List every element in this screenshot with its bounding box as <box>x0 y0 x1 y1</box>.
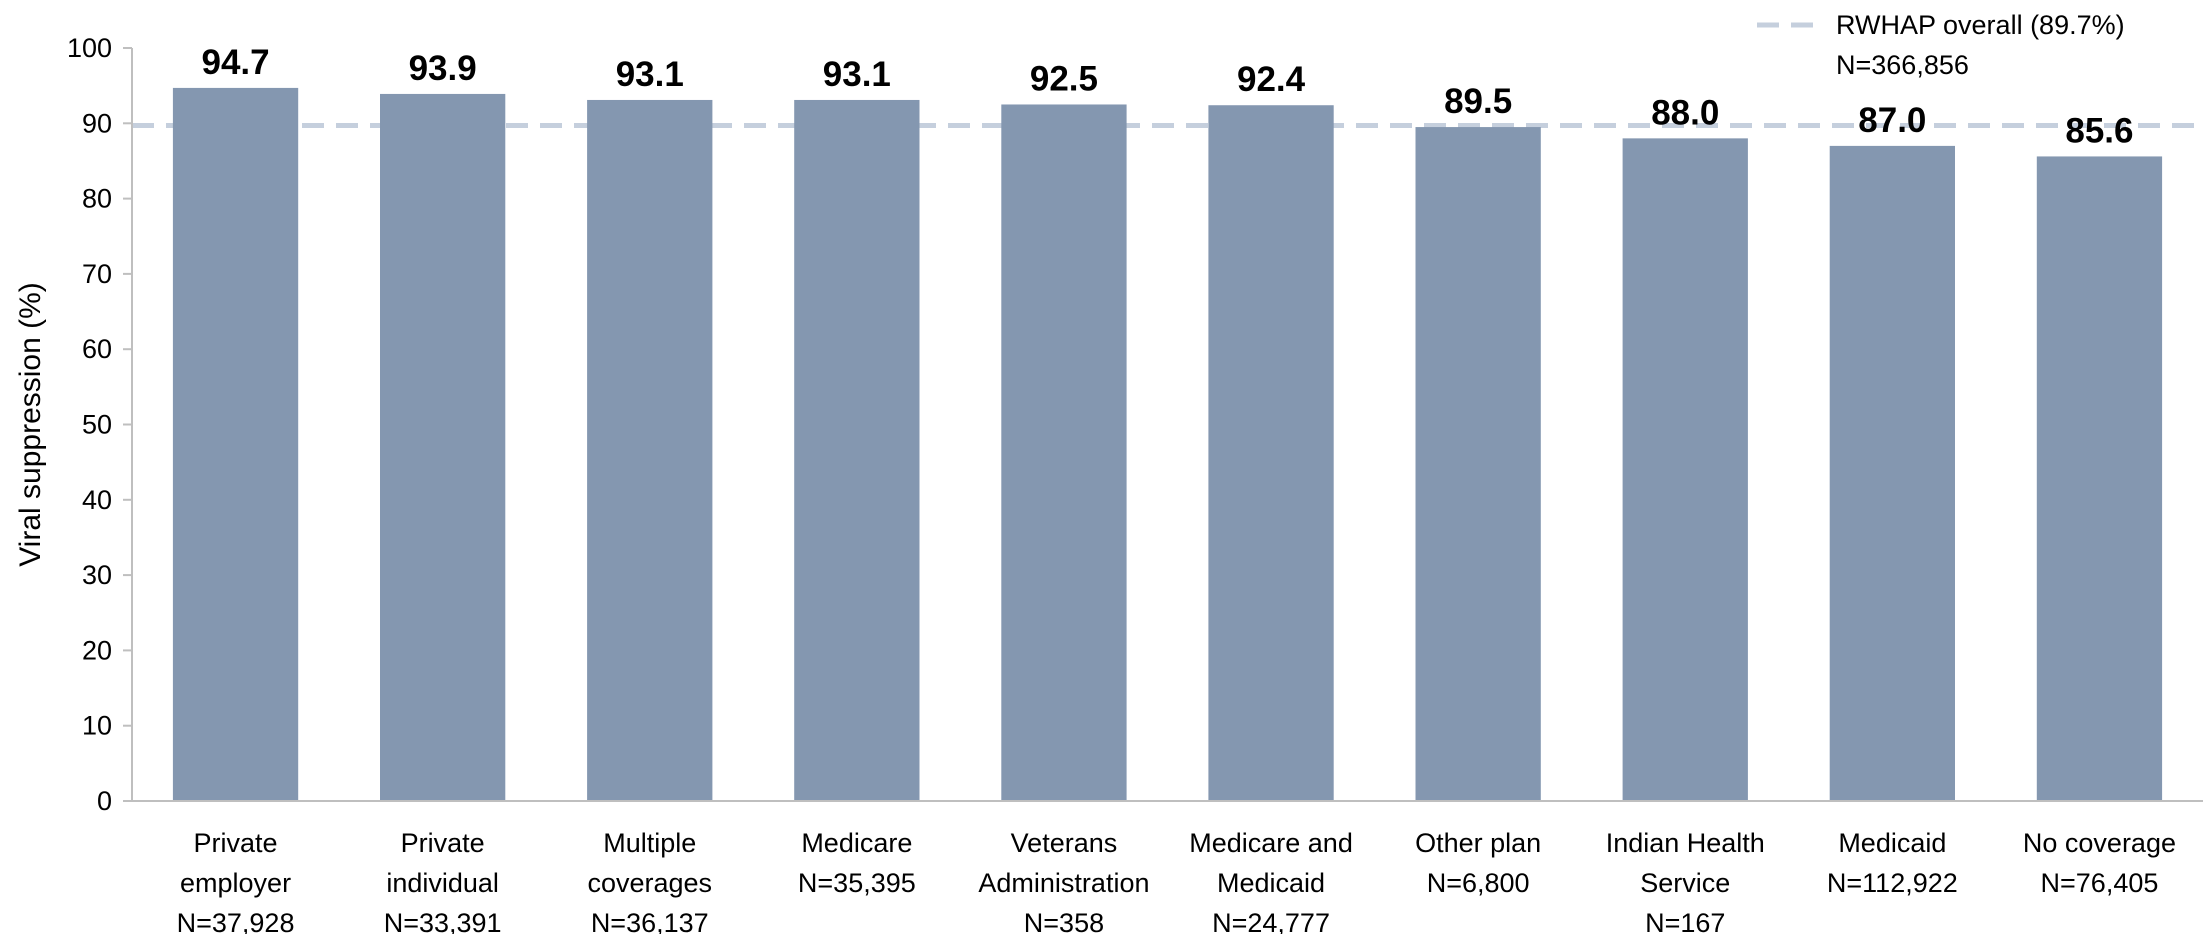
bar <box>794 99 920 801</box>
bar <box>1001 104 1127 802</box>
x-category-label-line: Private <box>194 828 278 858</box>
x-category-label: Private individual N=33,391 <box>384 828 502 934</box>
x-category-label-line: N=24,777 <box>1212 908 1330 934</box>
x-category-label: Medicare and Medicaid N=24,777 <box>1189 828 1353 934</box>
y-tick-label: 10 <box>82 711 112 741</box>
x-category-label-line: N=35,395 <box>798 868 916 898</box>
x-category-label-line: N=6,800 <box>1427 868 1530 898</box>
bar <box>172 87 299 801</box>
y-tick-label: 50 <box>82 410 112 440</box>
bar <box>1622 138 1748 802</box>
bar-value-label: 89.5 <box>1444 82 1512 121</box>
x-category-label-line: N=36,137 <box>591 908 709 934</box>
x-category-label-line: Private <box>401 828 485 858</box>
x-category-label-line: Medicare and <box>1189 828 1353 858</box>
x-category-label-line: No coverage <box>2023 828 2176 858</box>
x-category-label-line: Indian Health <box>1606 828 1765 858</box>
legend: RWHAP overall (89.7%) N=366,856 <box>1757 10 2125 80</box>
x-category-label-line: N=112,922 <box>1827 868 1958 898</box>
x-category-label-line: N=76,405 <box>2041 868 2159 898</box>
x-category-label-line: N=33,391 <box>384 908 502 934</box>
x-category-label: Veterans Administration N=358 <box>978 828 1149 934</box>
y-tick-label: 20 <box>82 635 112 665</box>
x-category-label: Other plan N=6,800 <box>1415 828 1541 898</box>
x-category-label-line: Medicaid <box>1217 868 1325 898</box>
bar-value-label: 94.7 <box>201 43 269 82</box>
y-tick-label: 60 <box>82 334 112 364</box>
x-category-label-line: individual <box>386 868 499 898</box>
x-category-label: Medicaid N=112,922 <box>1827 828 1958 898</box>
bar-value-label: 92.4 <box>1237 60 1306 99</box>
x-category-label-line: Other plan <box>1415 828 1541 858</box>
bar-value-label: 85.6 <box>2065 111 2133 150</box>
bar <box>1829 145 1955 801</box>
x-category-label: Indian Health Service N=167 <box>1606 828 1765 934</box>
bar-value-label: 92.5 <box>1030 59 1098 98</box>
legend-label: RWHAP overall (89.7%) N=366,856 <box>1836 10 2125 80</box>
x-category-labels: Private employer N=37,928 Private individual… <box>177 828 2176 934</box>
x-category-label-line: N=167 <box>1645 908 1725 934</box>
y-ticks-layer: 0 10 20 30 40 50 60 70 80 90 100 <box>67 33 132 816</box>
legend-label-line: RWHAP overall (89.7%) <box>1836 10 2125 40</box>
y-tick-label: 30 <box>82 560 112 590</box>
y-tick-label: 40 <box>82 485 112 515</box>
bars-layer <box>172 87 2163 802</box>
x-category-label-line: Medicare <box>801 828 912 858</box>
bar <box>2036 156 2163 801</box>
x-category-label-line: N=358 <box>1024 908 1104 934</box>
x-category-label-line: coverages <box>587 868 712 898</box>
x-category-label-line: Veterans <box>1011 828 1118 858</box>
y-tick-label: 90 <box>82 108 112 138</box>
bar-value-label: 93.1 <box>823 55 891 94</box>
y-tick-label: 0 <box>97 786 112 816</box>
bar-value-label: 93.9 <box>409 49 477 88</box>
bar-value-label: 93.1 <box>616 55 684 94</box>
bar <box>1415 127 1541 801</box>
legend-label-line: N=366,856 <box>1836 50 1969 80</box>
x-category-label-line: Medicaid <box>1838 828 1946 858</box>
x-category-label-line: employer <box>180 868 291 898</box>
bar <box>587 99 713 801</box>
x-category-label: Private employer N=37,928 <box>177 828 295 934</box>
y-axis-title: Viral suppression (%) <box>14 282 47 567</box>
x-category-label: No coverage N=76,405 <box>2023 828 2176 898</box>
x-category-label-line: Administration <box>978 868 1149 898</box>
bar <box>1208 105 1334 801</box>
y-tick-label: 70 <box>82 259 112 289</box>
data-labels-layer: 94.7 93.9 93.1 93.1 92.5 92.4 89.5 88.0 87.0 85.6 <box>201 43 2133 151</box>
x-category-label: Multiple coverages N=36,137 <box>587 828 712 934</box>
bar-value-label: 87.0 <box>1858 101 1926 140</box>
x-category-label-line: N=37,928 <box>177 908 295 934</box>
x-category-label-line: Service <box>1640 868 1730 898</box>
bar <box>380 93 506 802</box>
y-tick-label: 80 <box>82 184 112 214</box>
y-tick-label: 100 <box>67 33 112 63</box>
bar-value-label: 88.0 <box>1651 93 1719 132</box>
x-category-label-line: Multiple <box>603 828 696 858</box>
x-category-label: Medicare N=35,395 <box>798 828 916 898</box>
